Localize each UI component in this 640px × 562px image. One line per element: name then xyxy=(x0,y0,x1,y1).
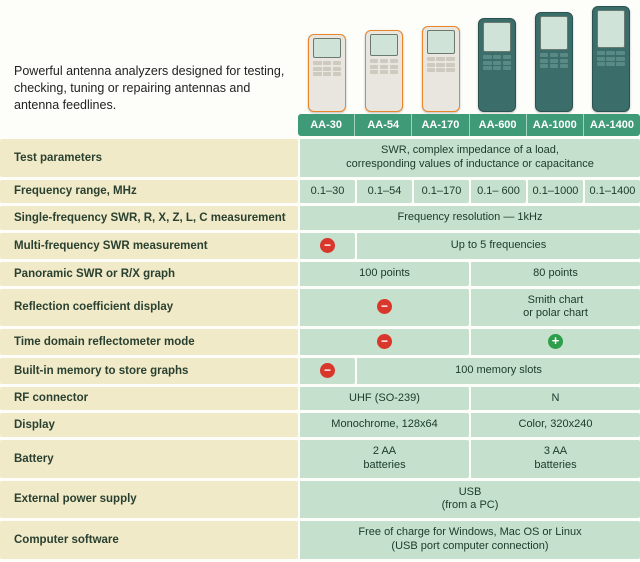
row-label: Panoramic SWR or R/X graph xyxy=(0,262,298,286)
device-aa-1000 xyxy=(530,12,578,112)
minus-icon: − xyxy=(320,363,335,378)
device-aa-30 xyxy=(303,34,351,112)
table-row: Time domain reflectometer mode − + xyxy=(0,329,640,355)
value-cell: 0.1–30 xyxy=(298,180,355,204)
value-cell: Frequency resolution — 1kHz xyxy=(298,206,640,230)
spec-table: Test parametersSWR, complex impedance of… xyxy=(0,136,640,562)
row-label: Single-frequency SWR, R, X, Z, L, C meas… xyxy=(0,206,298,230)
table-row: Battery2 AAbatteries3 AAbatteries xyxy=(0,440,640,478)
row-label: Test parameters xyxy=(0,139,298,177)
table-row: Built-in memory to store graphs − 100 memo… xyxy=(0,358,640,384)
value-cell: Free of charge for Windows, Mac OS or Li… xyxy=(298,521,640,559)
value-cell: Color, 320x240 xyxy=(469,413,640,437)
row-label: Frequency range, MHz xyxy=(0,180,298,204)
table-row: Panoramic SWR or R/X graph100 points80 p… xyxy=(0,262,640,286)
table-row: Reflection coefficient display − Smith cha… xyxy=(0,289,640,327)
model-header-aa-30: AA-30 xyxy=(298,114,355,136)
minus-icon: − xyxy=(320,238,335,253)
value-cell: UHF (SO-239) xyxy=(298,387,469,411)
minus-icon-cell: − xyxy=(298,289,469,327)
table-row: DisplayMonochrome, 128x64Color, 320x240 xyxy=(0,413,640,437)
model-header-aa-1000: AA-1000 xyxy=(527,114,584,136)
row-label: RF connector xyxy=(0,387,298,411)
intro-text: Powerful antenna analyzers designed for … xyxy=(0,45,298,114)
value-cell: 0.1–1000 xyxy=(526,180,583,204)
model-header-aa-600: AA-600 xyxy=(470,114,527,136)
value-cell: 0.1– 600 xyxy=(469,180,526,204)
value-cell: 0.1–1400 xyxy=(583,180,640,204)
model-header-aa-170: AA-170 xyxy=(412,114,469,136)
table-row: Frequency range, MHz0.1–300.1–540.1–1700… xyxy=(0,180,640,204)
value-cell: 100 memory slots xyxy=(355,358,640,384)
row-label: Built-in memory to store graphs xyxy=(0,358,298,384)
device-aa-54 xyxy=(360,30,408,112)
row-label: Reflection coefficient display xyxy=(0,289,298,327)
value-cell: 0.1–54 xyxy=(355,180,412,204)
device-aa-600 xyxy=(473,18,521,112)
row-label: Display xyxy=(0,413,298,437)
minus-icon-cell: − xyxy=(298,358,355,384)
value-cell: 80 points xyxy=(469,262,640,286)
device-aa-170 xyxy=(417,26,465,112)
model-header-aa-1400: AA-1400 xyxy=(584,114,640,136)
value-cell: N xyxy=(469,387,640,411)
value-cell: Monochrome, 128x64 xyxy=(298,413,469,437)
table-row: External power supplyUSB(from a PC) xyxy=(0,481,640,519)
minus-icon-cell: − xyxy=(298,329,469,355)
table-row: Computer softwareFree of charge for Wind… xyxy=(0,521,640,559)
row-label: Battery xyxy=(0,440,298,478)
minus-icon-cell: − xyxy=(298,233,355,259)
table-row: Test parametersSWR, complex impedance of… xyxy=(0,139,640,177)
row-label: Computer software xyxy=(0,521,298,559)
table-row: Multi-frequency SWR measurement − Up to 5 … xyxy=(0,233,640,259)
value-cell: Up to 5 frequencies xyxy=(355,233,640,259)
row-label: Time domain reflectometer mode xyxy=(0,329,298,355)
value-cell: 2 AAbatteries xyxy=(298,440,469,478)
row-label: Multi-frequency SWR measurement xyxy=(0,233,298,259)
plus-icon-cell: + xyxy=(469,329,640,355)
value-cell: SWR, complex impedance of a load,corresp… xyxy=(298,139,640,177)
value-cell: 0.1–170 xyxy=(412,180,469,204)
plus-icon: + xyxy=(548,334,563,349)
value-cell: Smith chartor polar chart xyxy=(469,289,640,327)
device-aa-1400 xyxy=(587,6,635,112)
model-header-aa-54: AA-54 xyxy=(355,114,412,136)
value-cell: 3 AAbatteries xyxy=(469,440,640,478)
table-row: RF connectorUHF (SO-239)N xyxy=(0,387,640,411)
device-images xyxy=(298,0,640,114)
model-header-row: AA-30AA-54AA-170AA-600AA-1000AA-1400 xyxy=(0,114,640,136)
row-label: External power supply xyxy=(0,481,298,519)
minus-icon: − xyxy=(377,334,392,349)
value-cell: USB(from a PC) xyxy=(298,481,640,519)
table-row: Single-frequency SWR, R, X, Z, L, C meas… xyxy=(0,206,640,230)
value-cell: 100 points xyxy=(298,262,469,286)
minus-icon: − xyxy=(377,299,392,314)
